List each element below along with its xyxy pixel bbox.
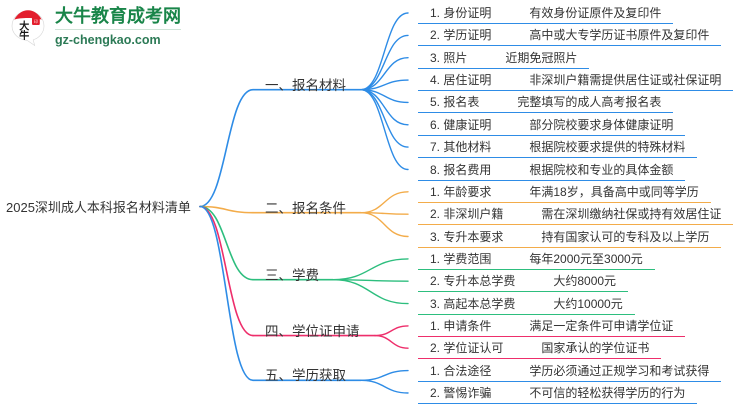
svg-text:牛: 牛 (19, 29, 29, 42)
svg-text:印: 印 (34, 18, 38, 25)
